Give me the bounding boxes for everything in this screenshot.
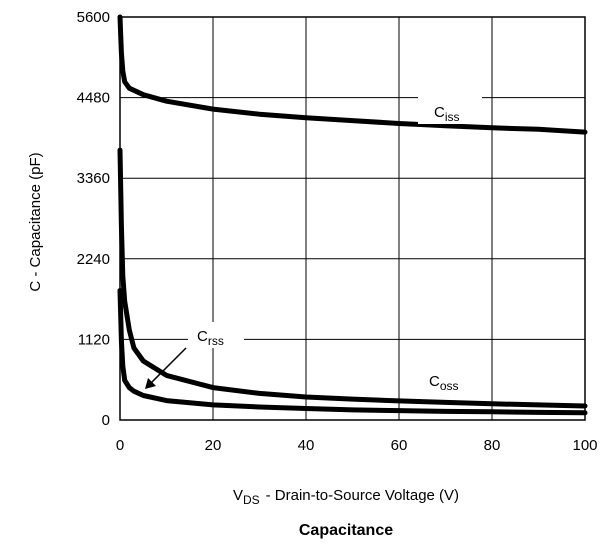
series-label-ciss-sub: iss (445, 110, 460, 124)
series-label-coss-main: C (429, 373, 440, 390)
x-axis-title-rest: - Drain-to-Source Voltage (V) (266, 487, 459, 504)
x-axis-title: VDS - Drain-to-Source Voltage (V) (233, 487, 459, 507)
series-label-crss-main: C (197, 328, 208, 345)
grid (120, 17, 585, 420)
y-tick-label: 3360 (77, 170, 110, 187)
x-tick-label: 60 (391, 437, 408, 454)
x-axis-ticks: 0 20 40 60 80 100 (116, 437, 598, 454)
y-tick-label: 2240 (77, 251, 110, 268)
y-tick-label: 0 (102, 412, 110, 429)
series-label-coss-sub: oss (440, 379, 459, 393)
series-line-crss (117, 288, 588, 416)
y-tick-label: 1120 (78, 331, 110, 348)
y-tick-label: 4480 (77, 90, 110, 107)
x-tick-label: 40 (298, 437, 315, 454)
x-tick-label: 20 (205, 437, 222, 454)
series-label-ciss: Ciss (418, 96, 482, 124)
svg-text:Coss: Coss (429, 373, 459, 393)
x-tick-label: 100 (572, 437, 597, 454)
x-tick-label: 0 (116, 437, 124, 454)
y-tick-label: 5600 (77, 9, 110, 26)
x-tick-label: 80 (484, 437, 501, 454)
x-axis-title-main: V (233, 487, 243, 504)
series-label-ciss-main: C (434, 104, 445, 121)
x-axis-title-sub: DS (243, 493, 260, 507)
series-line-coss (117, 147, 588, 409)
plot-frame (119, 16, 586, 421)
series-label-crss-sub: rss (208, 334, 224, 348)
crss-pointer-arrow (145, 347, 187, 389)
chart-caption: Capacitance (299, 522, 393, 539)
y-axis-ticks: 0 1120 2240 3360 4480 5600 (77, 9, 110, 429)
y-axis-title: C - Capacitance (pF) (27, 152, 44, 291)
series-lines (117, 14, 588, 416)
series-label-crss: Crss (188, 322, 244, 348)
series-line-ciss (117, 14, 588, 135)
svg-text:Ciss: Ciss (434, 104, 460, 124)
svg-text:Crss: Crss (197, 328, 224, 348)
series-label-coss: Coss (429, 373, 459, 393)
